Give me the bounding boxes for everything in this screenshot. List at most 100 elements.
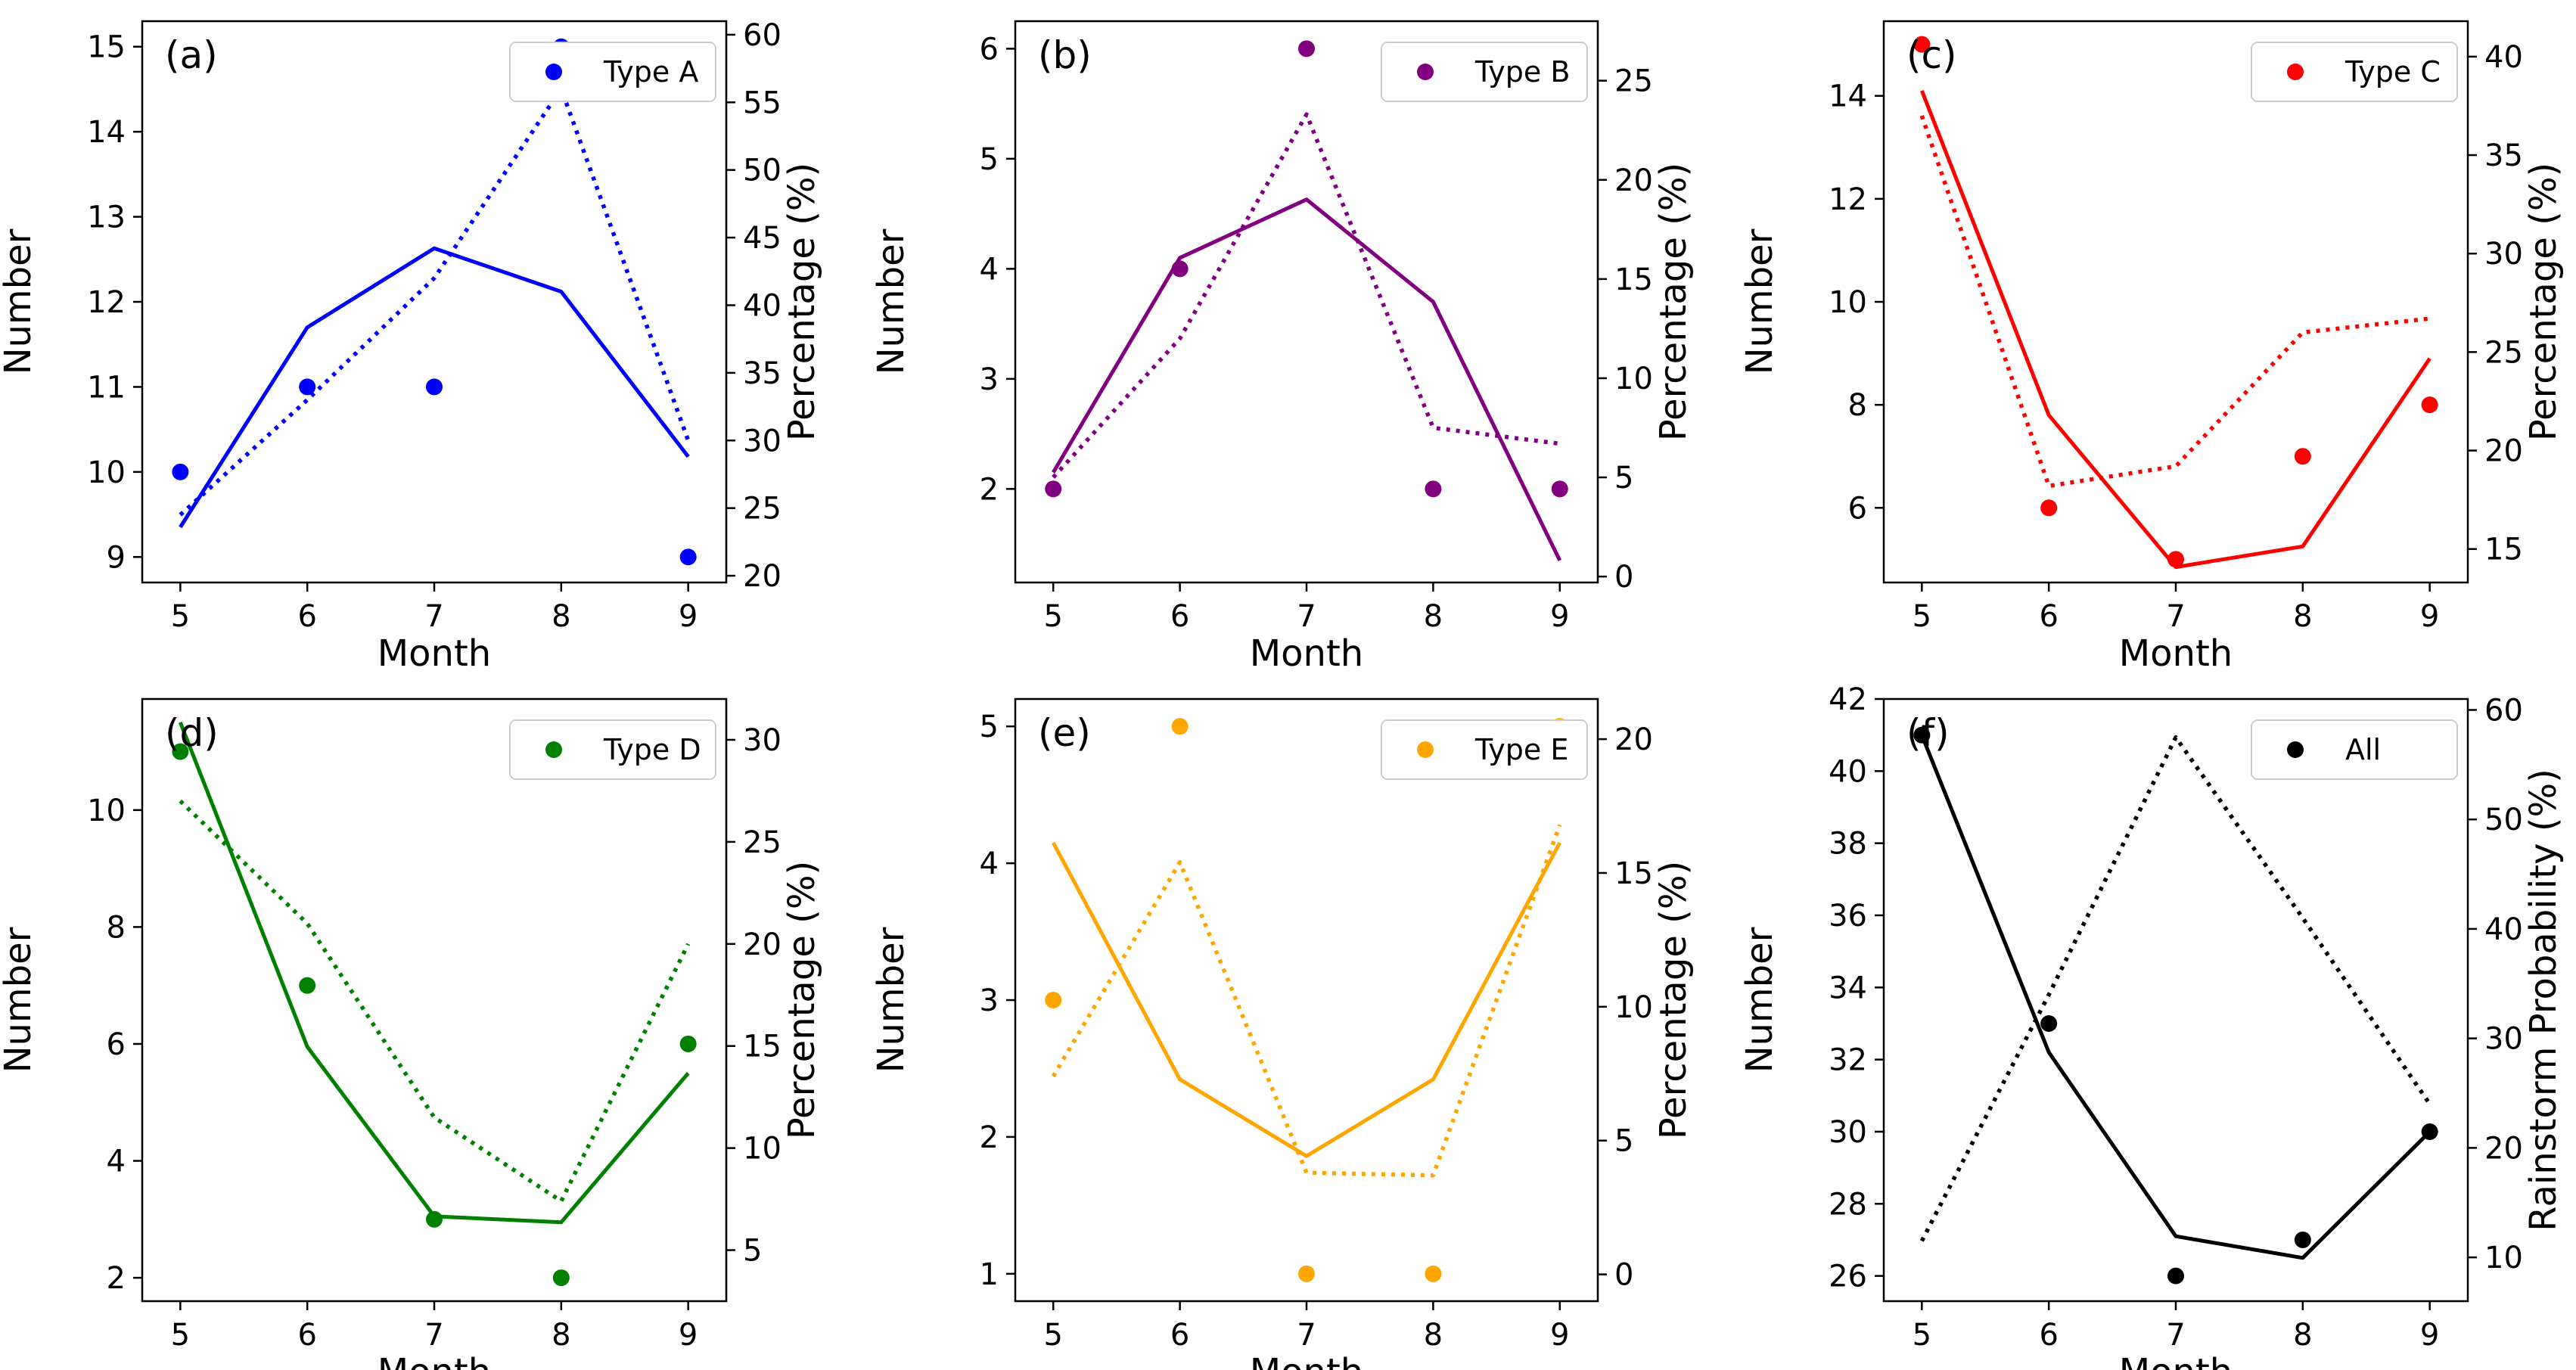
y-tick-label: 4 (980, 847, 999, 881)
y-axis-label: Number (1739, 927, 1781, 1073)
y-tick-label: 4 (107, 1145, 126, 1179)
y-tick-label: 38 (1829, 827, 1867, 862)
legend: Type C (2251, 42, 2458, 102)
number-line (1919, 734, 2432, 1260)
plot-frame (1882, 20, 2469, 584)
y-tick-label: 8 (1848, 388, 1867, 423)
y2-tick-label: 25 (2484, 335, 2523, 370)
x-tick-label: 7 (1297, 1318, 1316, 1353)
x-axis-label: Month (1250, 1351, 1363, 1370)
plot-frame (141, 697, 728, 1303)
y-tick-label: 10 (1829, 285, 1867, 320)
x-axis-label: Month (1250, 632, 1363, 675)
percentage-line (1919, 735, 2432, 1242)
legend-marker (1417, 741, 1434, 758)
y2-axis-label: Percentage (%) (781, 861, 823, 1139)
chart-panel-c: 5 6 7 8 9 6 8 10 12 14 15 20 25 30 35 40 Month Number Perc… (1739, 20, 2565, 675)
number-line (1051, 841, 1562, 1158)
y2-tick-label: 15 (743, 1030, 782, 1064)
chart-panel-e: 5 6 7 8 9 1 2 3 4 5 0 5 10 15 20 Month Number Percentage … (870, 697, 1695, 1370)
y-tick-label: 12 (1829, 182, 1867, 217)
y-tick-label: 8 (107, 910, 126, 945)
legend-marker (1417, 64, 1434, 80)
y2-axis-label: Rainstorm Probability (%) (2522, 769, 2565, 1232)
y-axis-label: Number (1739, 228, 1781, 374)
x-tick-label: 8 (1424, 1318, 1443, 1353)
data-point (2294, 448, 2311, 465)
number-line (1052, 197, 1562, 561)
panel-label: (d) (165, 711, 219, 755)
y-tick-label: 6 (980, 32, 999, 67)
plot-frame (1014, 20, 1599, 584)
data-point (2421, 396, 2438, 414)
data-point (1425, 1265, 1442, 1282)
y-tick-label: 2 (980, 472, 999, 507)
percentage-line (1051, 824, 1562, 1178)
legend-box (2251, 719, 2458, 780)
chart-panel-a: 5 6 7 8 9 9 10 11 12 13 14 15 20 25 30 35 40 45 50 55 60 Mont… (0, 18, 823, 675)
y2-tick-label: 20 (743, 927, 782, 962)
x-tick-label: 7 (2166, 599, 2185, 634)
y2-axis-label: Percentage (%) (2522, 163, 2565, 441)
y2-tick-label: 5 (1614, 461, 1633, 495)
x-tick-label: 5 (1913, 1318, 1931, 1353)
y2-tick-label: 15 (1614, 856, 1653, 891)
y2-tick-label: 0 (1614, 560, 1633, 595)
y2-axis-label: Percentage (%) (781, 163, 823, 441)
x-tick-label: 9 (679, 599, 698, 634)
y-tick-label: 3 (980, 983, 999, 1018)
y-tick-label: 34 (1829, 971, 1867, 1005)
y-tick-label: 2 (980, 1120, 999, 1155)
y2-tick-label: 20 (2484, 1131, 2523, 1166)
x-tick-label: 9 (2420, 1318, 2439, 1353)
data-point (172, 463, 189, 480)
data-point (1425, 480, 1442, 498)
x-axis-label: Month (2119, 632, 2233, 675)
y-tick-label: 14 (1829, 79, 1867, 114)
legend-box (1381, 719, 1588, 780)
y-tick-label: 30 (1829, 1115, 1867, 1150)
data-point (1298, 40, 1315, 57)
x-tick-label: 9 (1550, 599, 1569, 634)
data-point (679, 1035, 697, 1052)
y2-tick-label: 30 (2484, 237, 2523, 272)
legend: Type E (1381, 719, 1588, 780)
x-axis-label: Month (378, 1351, 491, 1370)
y2-tick-label: 30 (743, 723, 782, 758)
legend-box (509, 42, 716, 102)
y2-tick-label: 10 (743, 1132, 782, 1167)
legend: Type B (1381, 42, 1588, 102)
y2-tick-label: 10 (1614, 362, 1653, 396)
y-tick-label: 12 (87, 285, 126, 320)
y-tick-label: 40 (1829, 754, 1867, 789)
data-point (1045, 992, 1062, 1008)
panel-label: (a) (165, 33, 218, 77)
x-tick-label: 5 (1913, 599, 1931, 634)
percentage-line (1052, 112, 1561, 479)
data-point (299, 378, 316, 396)
plot-frame (1014, 697, 1599, 1303)
percentage-line (179, 86, 691, 517)
data-point (1045, 480, 1062, 498)
y-tick-label: 28 (1829, 1187, 1867, 1222)
y2-tick-label: 5 (1614, 1124, 1633, 1159)
y2-axis-label: Percentage (%) (1652, 163, 1695, 441)
x-tick-label: 9 (1550, 1318, 1569, 1353)
y2-tick-label: 50 (2484, 803, 2523, 837)
legend-label: Type E (1474, 733, 1568, 766)
y-tick-label: 15 (87, 30, 126, 65)
panel-label: (c) (1906, 33, 1957, 77)
legend: All (2251, 719, 2458, 780)
x-tick-label: 8 (552, 599, 570, 634)
legend-marker (2287, 64, 2304, 80)
y2-tick-label: 45 (743, 221, 782, 256)
x-tick-label: 6 (1170, 1318, 1189, 1353)
x-tick-label: 8 (2293, 1318, 2312, 1353)
y-tick-label: 42 (1829, 682, 1867, 717)
legend-marker (545, 64, 562, 80)
y-tick-label: 9 (107, 540, 126, 575)
x-tick-label: 6 (1170, 599, 1189, 634)
x-tick-label: 7 (2166, 1318, 2185, 1353)
y2-tick-label: 25 (743, 492, 782, 527)
x-tick-label: 8 (2293, 599, 2312, 634)
